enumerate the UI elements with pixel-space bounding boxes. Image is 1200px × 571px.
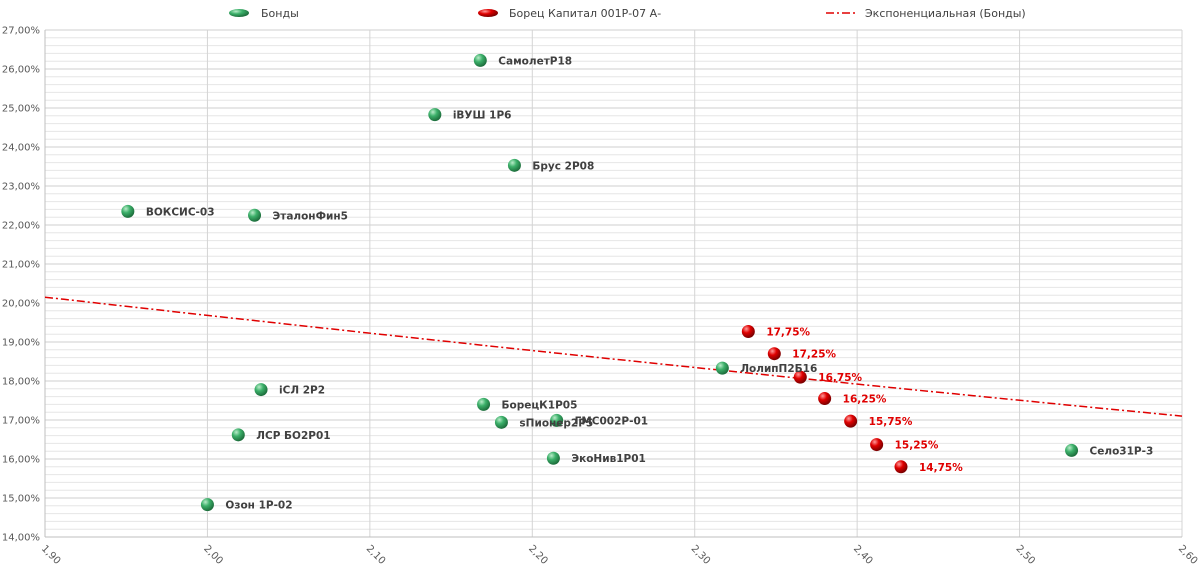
- y-tick-label: 18,00%: [2, 377, 40, 388]
- bond-data-label: Озон 1Р-02: [225, 500, 292, 512]
- borets-point: [844, 414, 858, 428]
- y-tick-label: 14,00%: [2, 533, 40, 544]
- y-tick-label: 20,00%: [2, 299, 40, 310]
- bond-point: [715, 361, 729, 375]
- y-tick-label: 17,00%: [2, 416, 40, 427]
- data-labels: ВОКСИС-03 ЭталонФин5 СамолетР18 iВУШ 1Р6 Бру…: [146, 55, 1153, 511]
- legend-label-trend: Экспоненциальная (Бонды): [865, 7, 1026, 20]
- x-tick-label: 2,10: [364, 543, 388, 567]
- x-tick-label: 2,50: [1013, 543, 1037, 567]
- borets-data-label: 14,75%: [919, 462, 963, 474]
- borets-data-label: 17,25%: [792, 349, 836, 361]
- bond-data-label: Село31Р-3: [1090, 445, 1154, 457]
- y-axis-tick-labels: 14,00% 15,00% 16,00% 17,00% 18,00% 19,00% 20,0…: [2, 26, 40, 544]
- y-tick-label: 19,00%: [2, 338, 40, 349]
- borets-point: [767, 347, 781, 361]
- bond-point: [550, 413, 564, 427]
- bond-data-label: ЭкоНив1Р01: [571, 453, 645, 465]
- axes: [44, 30, 1182, 538]
- borets-data-label: 16,25%: [843, 394, 887, 406]
- bond-data-label: ЛСР БО2Р01: [256, 430, 330, 442]
- x-tick-label: 2,00: [201, 543, 225, 567]
- x-axis-tick-labels: 1,90 2,00 2,10 2,20 2,30 2,40 2,50 2,60: [39, 543, 1200, 567]
- y-tick-label: 22,00%: [2, 221, 40, 232]
- legend-label-borets: Борец Капитал 001Р-07 А-: [509, 7, 661, 20]
- major-gridlines: [44, 29, 1183, 538]
- bond-data-label: sПионер2Р5: [519, 417, 593, 429]
- x-tick-label: 1,90: [39, 543, 63, 567]
- y-tick-label: 27,00%: [2, 26, 40, 37]
- borets-point: [793, 370, 807, 384]
- bond-data-label: СамолетР18: [498, 55, 572, 67]
- x-tick-label: 2,30: [689, 543, 713, 567]
- x-tick-label: 2,20: [526, 543, 550, 567]
- borets-point: [818, 392, 832, 406]
- borets-data-label: 16,75%: [818, 372, 862, 384]
- bond-point: [473, 53, 487, 67]
- y-tick-label: 21,00%: [2, 260, 40, 271]
- borets-point: [894, 460, 908, 474]
- trendline: [44, 296, 1183, 417]
- borets-point: [741, 324, 755, 338]
- borets-data-label: 17,75%: [766, 326, 810, 338]
- bond-data-label: ВОКСИС-03: [146, 206, 215, 218]
- x-tick-label: 2,60: [1176, 543, 1200, 567]
- bond-point: [200, 498, 214, 512]
- bond-data-label: iСЛ 2Р2: [279, 385, 325, 397]
- legend-marker-bonds: [229, 9, 249, 17]
- borets-data-label: 15,25%: [895, 440, 939, 452]
- y-tick-label: 16,00%: [2, 455, 40, 466]
- bond-data-label: БорецК1Р05: [502, 399, 578, 411]
- bond-point: [494, 415, 508, 429]
- legend: Бонды Борец Капитал 001Р-07 А- Экспоненц…: [229, 7, 1026, 20]
- y-tick-label: 26,00%: [2, 65, 40, 76]
- bond-point: [546, 451, 560, 465]
- y-tick-label: 24,00%: [2, 143, 40, 154]
- borets-point: [870, 438, 884, 452]
- bond-data-label: ЛолипП2Б16: [740, 363, 817, 375]
- data-points: [121, 53, 1079, 512]
- y-tick-label: 15,00%: [2, 494, 40, 505]
- y-tick-label: 23,00%: [2, 182, 40, 193]
- bond-point: [121, 204, 135, 218]
- bond-point: [231, 428, 245, 442]
- bond-point: [428, 108, 442, 122]
- borets-data-label: 15,75%: [869, 416, 913, 428]
- bond-data-label: ЭталонФин5: [273, 210, 348, 222]
- bond-data-label: ГМС002Р-01: [575, 415, 648, 427]
- bond-data-label: Брус 2Р08: [532, 160, 594, 172]
- bond-point: [477, 397, 491, 411]
- y-tick-label: 25,00%: [2, 104, 40, 115]
- bond-data-label: iВУШ 1Р6: [453, 110, 512, 122]
- bond-point: [507, 158, 521, 172]
- exponential-trendline: [44, 296, 1183, 417]
- legend-marker-borets: [478, 9, 498, 17]
- x-tick-label: 2,40: [851, 543, 875, 567]
- bond-point: [1065, 443, 1079, 457]
- legend-label-bonds: Бонды: [261, 7, 299, 20]
- bond-point: [248, 208, 262, 222]
- bond-point: [254, 383, 268, 397]
